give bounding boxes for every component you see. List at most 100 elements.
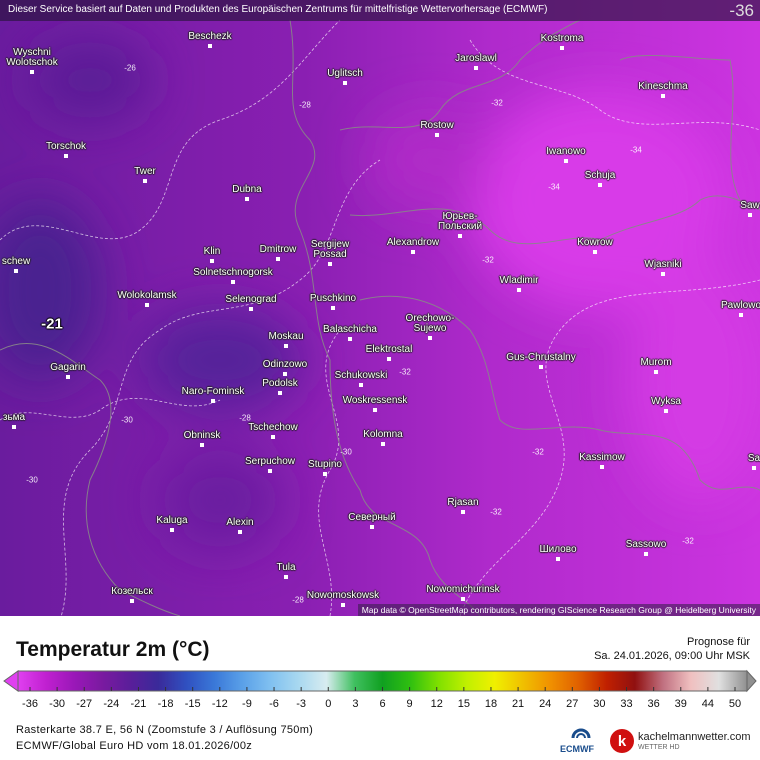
city-marker: [276, 257, 280, 261]
city-label: Torschok: [45, 141, 87, 152]
city-marker: [359, 383, 363, 387]
colorbar-tick-label: 44: [701, 698, 714, 710]
city-label: Gagarin: [50, 362, 86, 373]
city-marker: [328, 262, 332, 266]
city-marker: [664, 409, 668, 413]
city-label: Jaroslawl: [455, 53, 497, 64]
city-label: Woskressensk: [342, 395, 408, 406]
city-marker: [170, 528, 174, 532]
colorbar-tick-label: -15: [184, 698, 201, 710]
city-marker: [245, 197, 249, 201]
legend-title: Temperatur 2m (°C): [16, 638, 210, 661]
city-marker: [752, 466, 756, 470]
isotherm-label: -32: [482, 255, 494, 265]
city-marker: [12, 425, 16, 429]
map: [0, 0, 760, 616]
city-label: Rostow: [420, 120, 454, 131]
forecast-label: Prognose für: [687, 636, 750, 648]
isotherm-label: -28: [299, 100, 311, 110]
city-marker: [145, 303, 149, 307]
isotherm-label: -32: [532, 447, 544, 457]
city-marker: [644, 552, 648, 556]
city-label: Schukowski: [334, 370, 388, 381]
max-temperature: -21: [41, 315, 63, 333]
city-marker: [64, 154, 68, 158]
colorbar-tick-label: 30: [593, 698, 606, 710]
city-marker: [748, 213, 752, 217]
city-marker: [231, 280, 235, 284]
colorbar-tick-label: -36: [22, 698, 38, 710]
banner: [0, 0, 760, 21]
colorbar-tick-label: 36: [647, 698, 660, 710]
colorbar-tick-label: 50: [728, 698, 742, 710]
city-marker: [200, 443, 204, 447]
city-label: Tschechow: [248, 422, 298, 433]
city-label: Murom: [640, 357, 672, 368]
city-label: Iwanowo: [546, 146, 586, 157]
corner-value: -36: [729, 1, 754, 20]
city-label: Moskau: [268, 331, 304, 342]
isotherm-label: -34: [548, 182, 560, 192]
isotherms: [0, 19, 760, 616]
isotherm-label: -30: [26, 475, 38, 485]
city-marker: [331, 306, 335, 310]
city-marker: [560, 46, 564, 50]
city-marker: [284, 344, 288, 348]
city-marker: [598, 183, 602, 187]
city-label: Kineschma: [638, 81, 688, 92]
city-marker: [210, 259, 214, 263]
city-marker: [474, 66, 478, 70]
city-label: Sassowo: [625, 539, 667, 550]
ecmwf-logo: ECMWF: [560, 744, 594, 754]
isotherm-label: -26: [124, 63, 136, 73]
city-label: Tula: [276, 562, 296, 573]
city-marker: [249, 307, 253, 311]
isotherm-label: -28: [239, 413, 251, 423]
city-marker: [661, 272, 665, 276]
city-label: Balaschicha: [323, 324, 377, 335]
city-label: Gus-Chrustalny: [506, 352, 576, 363]
city-marker: [343, 81, 347, 85]
city-marker: [461, 597, 465, 601]
city-marker: [564, 159, 568, 163]
colorbar-tick-label: 15: [457, 698, 470, 710]
city-label: Sa: [747, 453, 760, 464]
city-label: Solnetschnogorsk: [193, 267, 273, 278]
isotherm-label: -32: [491, 98, 503, 108]
city-marker: [268, 469, 272, 473]
city-label: Odinzowo: [262, 359, 308, 370]
forecast-time: Sa. 24.01.2026, 09:00 Uhr MSK: [594, 650, 750, 662]
city-marker: [370, 525, 374, 529]
colorbar-arrow: [3, 670, 19, 692]
city-label: Шилово: [539, 544, 577, 555]
colorbar-tick-label: 18: [484, 698, 498, 710]
isotherm-label: -32: [682, 536, 694, 546]
city-marker: [661, 94, 665, 98]
city-marker: [66, 375, 70, 379]
city-label: Pawlowo: [720, 300, 760, 311]
city-marker: [130, 599, 134, 603]
city-marker: [373, 408, 377, 412]
city-label: Dmitrow: [259, 244, 297, 255]
city-label: Klin: [203, 246, 221, 257]
city-marker: [271, 435, 275, 439]
colorbar-tick-label: -6: [269, 698, 279, 710]
map-info: Rasterkarte 38.7 E, 56 N (Zoomstufe 3 / …: [16, 724, 314, 736]
colorbar-tick-label: 3: [352, 698, 359, 710]
city-marker: [208, 44, 212, 48]
city-label: Schuja: [584, 170, 616, 181]
city-label: Wladimir: [499, 275, 539, 286]
colorbar-tick-label: -27: [76, 698, 93, 710]
colorbar-tick-label: -18: [157, 698, 174, 710]
city-label: Rjasan: [447, 497, 479, 508]
city-marker: [348, 337, 352, 341]
city-label: Козельск: [111, 586, 153, 597]
city-marker: [411, 250, 415, 254]
city-marker: [428, 336, 432, 340]
city-label: зьма: [2, 412, 26, 423]
city-label: Kassimow: [579, 452, 625, 463]
colorbar-tick-label: -3: [296, 698, 307, 710]
colorbar-tick-label: 24: [539, 698, 552, 710]
city-label: Alexin: [226, 517, 254, 528]
